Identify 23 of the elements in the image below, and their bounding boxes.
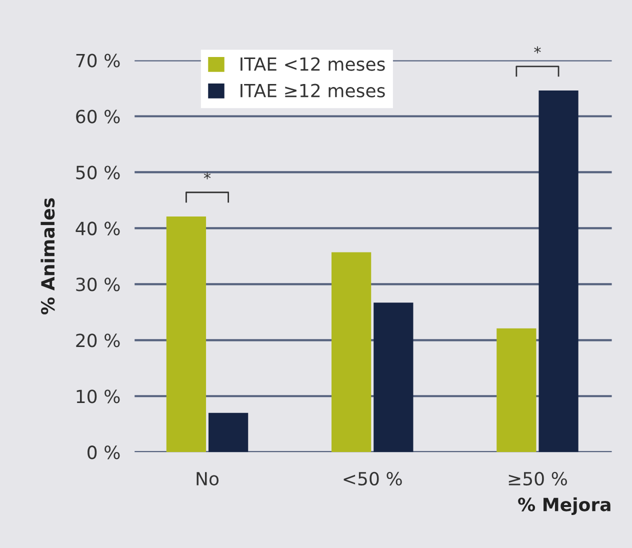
y-tick-label: 10 %	[76, 390, 120, 404]
y-tick-label: 30 %	[76, 278, 120, 292]
y-tick-label: 40 %	[76, 222, 120, 236]
legend-label: ITAE ≥12 meses	[240, 84, 385, 98]
bar	[166, 216, 206, 452]
y-axis-title: % Animales	[40, 198, 55, 314]
x-tick-label: <50 %	[344, 472, 402, 486]
annotation: *	[204, 172, 211, 180]
text: *	[534, 46, 541, 54]
bar	[538, 90, 578, 452]
x-tick-label: ≥50 %	[508, 472, 567, 486]
legend-label: ITAE <12 meses	[240, 57, 385, 71]
bar	[208, 412, 248, 452]
bar	[374, 302, 414, 452]
y-tick-label: 60 %	[76, 110, 120, 124]
y-tick-label: 70 %	[76, 54, 120, 68]
y-tick-label: 0 %	[88, 446, 120, 460]
y-tick-label: 20 %	[76, 334, 120, 348]
x-axis-title: % Mejora	[518, 497, 610, 515]
bar	[496, 328, 536, 452]
bar	[332, 252, 372, 452]
y-tick-label: 50 %	[76, 166, 120, 180]
x-tick-label: No	[196, 472, 219, 486]
